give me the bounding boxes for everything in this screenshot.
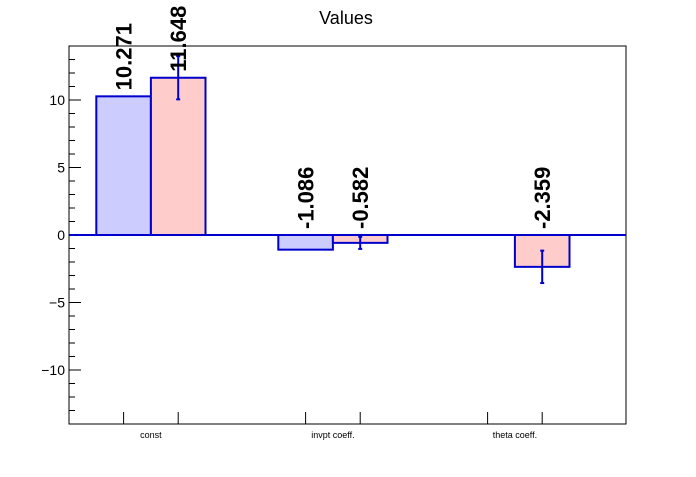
y-tick-label: −10 [41,362,65,378]
bars-layer [69,76,626,268]
y-axis: −10 −5 0 5 10 [41,45,81,425]
bar [149,76,207,236]
y-tick-label: −5 [49,295,65,311]
y-tick-label: 10 [49,92,65,108]
data-label: -0.582 [348,167,373,229]
x-axis: const invpt coeff. theta coeff. [123,412,543,440]
error-bar [540,249,545,285]
x-category-label: invpt coeff. [311,430,354,440]
data-labels-layer: 10.271 -1.086 11.648 -0.582 -2.359 [112,6,556,229]
chart-title: Values [319,8,373,28]
error-bar [358,235,363,250]
bar [277,234,334,251]
error-bar [176,55,181,101]
bar [95,95,152,236]
x-category-label: theta coeff. [493,430,537,440]
error-bars-layer [176,55,545,285]
y-tick-label: 0 [57,227,65,243]
data-label: 11.648 [166,6,191,72]
data-label: -2.359 [530,167,555,229]
data-label: 10.271 [112,23,137,90]
data-label: -1.086 [294,167,319,229]
x-category-label: const [140,430,162,440]
y-tick-label: 5 [57,160,65,176]
